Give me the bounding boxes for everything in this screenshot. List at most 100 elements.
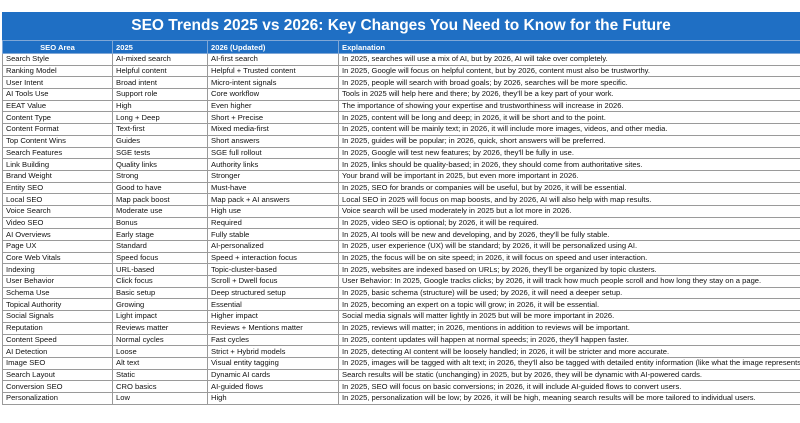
table-cell: Link Building (2, 158, 113, 171)
table-cell: Alt text (112, 356, 208, 370)
table-cell: In 2025, user experience (UX) will be st… (338, 240, 800, 253)
table-cell: Even higher (207, 99, 339, 113)
table-cell: The importance of showing your expertise… (338, 99, 800, 113)
table-cell: Growing (112, 298, 208, 312)
table-cell: Moderate use (112, 204, 208, 218)
table-cell: Early stage (112, 228, 208, 241)
table-row: AI Overviews Early stage Fully stable In 20… (2, 228, 800, 241)
table-cell: High (112, 99, 208, 113)
table-cell: High use (207, 204, 339, 218)
table-cell: Speed focus (112, 251, 208, 265)
table-cell: Click focus (112, 275, 208, 288)
table-cell: Tools in 2025 will help here and there; … (338, 88, 800, 101)
table-cell: AI-first search (207, 53, 339, 66)
table-cell: In 2025, AI tools will be new and develo… (338, 228, 800, 241)
table-row: Search Features SGE tests SGE full rollout… (2, 146, 800, 160)
header-cell: 2025 (112, 40, 208, 54)
table-cell: Topic-cluster-based (207, 263, 339, 277)
table-cell: In 2025, content updates will happen at … (338, 333, 800, 347)
table-cell: Top Content Wins (2, 134, 113, 148)
table-cell: Topical Authority (2, 298, 113, 312)
table-cell: Text-first (112, 123, 208, 136)
header-row: SEO Area 2025 2026 (Updated) Explanation (2, 40, 800, 54)
table-cell: Speed + interaction focus (207, 251, 339, 265)
table-cell: User Behavior: In 2025, Google tracks cl… (338, 275, 800, 288)
table-cell: In 2025, becoming an expert on a topic w… (338, 298, 800, 312)
table-cell: Good to have (112, 181, 208, 195)
table-cell: Reputation (2, 321, 113, 335)
table-row: Social Signals Light impact Higher impact S… (2, 310, 800, 323)
table-cell: In 2025, SEO for brands or companies wil… (338, 181, 800, 195)
table-row: Search Layout Static Dynamic AI cards Searc… (2, 368, 800, 382)
table-cell: User Behavior (2, 275, 113, 288)
table-cell: Light impact (112, 310, 208, 323)
table-cell: Must-have (207, 181, 339, 195)
table-cell: Map pack boost (112, 193, 208, 206)
table-row: Brand Weight Strong Stronger Your brand wil… (2, 169, 800, 183)
table-cell: Authority links (207, 158, 339, 171)
table-row: Image SEO Alt text Visual entity tagging In… (2, 356, 800, 370)
table-cell: Video SEO (2, 216, 113, 230)
table-cell: In 2025, video SEO is optional; by 2026,… (338, 216, 800, 230)
table-cell: Strong (112, 169, 208, 183)
table-cell: In 2025, detecting AI content will be lo… (338, 345, 800, 358)
table-cell: In 2025, people will search with broad g… (338, 76, 800, 90)
seo-table: SEO Area 2025 2026 (Updated) Explanation Se… (2, 40, 800, 405)
table-cell: In 2025, content will be long and deep; … (338, 111, 800, 125)
table-cell: Entity SEO (2, 181, 113, 195)
table-cell: Search results will be static (unchangin… (338, 368, 800, 382)
table-cell: Search Style (2, 53, 113, 66)
table-cell: Bonus (112, 216, 208, 230)
table-cell: Content Type (2, 111, 113, 125)
table-cell: In 2025, links should be quality-based; … (338, 158, 800, 171)
table-cell: High (207, 391, 339, 405)
table-cell: Short answers (207, 134, 339, 148)
table-cell: Your brand will be important in 2025, bu… (338, 169, 800, 183)
table-row: Topical Authority Growing Essential In 2025… (2, 298, 800, 312)
table-cell: Short + Precise (207, 111, 339, 125)
table-cell: Guides (112, 134, 208, 148)
table-cell: In 2025, searches will use a mix of AI, … (338, 53, 800, 66)
table-cell: Standard (112, 240, 208, 253)
table-cell: AI-guided flows (207, 380, 339, 393)
table-cell: Deep structured setup (207, 286, 339, 300)
table-cell: Reviews matter (112, 321, 208, 335)
table-cell: In 2025, guides will be popular; in 2026… (338, 134, 800, 148)
table-row: User Intent Broad intent Micro-intent sign… (2, 76, 800, 90)
table-cell: Map pack + AI answers (207, 193, 339, 206)
table-cell: Schema Use (2, 286, 113, 300)
table-cell: Voice Search (2, 204, 113, 218)
header-cell: SEO Area (2, 40, 113, 54)
table-cell: Search Features (2, 146, 113, 160)
table-row: AI Tools Use Support role Core workflow Too… (2, 88, 800, 101)
table-cell: In 2025, Google will focus on helpful co… (338, 64, 800, 78)
table-cell: In 2025, SEO will focus on basic convers… (338, 380, 800, 393)
table-cell: In 2025, reviews will matter; in 2026, m… (338, 321, 800, 335)
table-row: Core Web Vitals Speed focus Speed + intera… (2, 251, 800, 265)
table-cell: Image SEO (2, 356, 113, 370)
table-cell: Dynamic AI cards (207, 368, 339, 382)
table-cell: Helpful + Trusted content (207, 64, 339, 78)
table-cell: Loose (112, 345, 208, 358)
table-row: Reputation Reviews matter Reviews + Mentio… (2, 321, 800, 335)
table-cell: Helpful content (112, 64, 208, 78)
table-row: Content Speed Normal cycles Fast cycles In … (2, 333, 800, 347)
table-cell: User Intent (2, 76, 113, 90)
table-row: EEAT Value High Even higher The importance … (2, 99, 800, 113)
table-row: AI Detection Loose Strict + Hybrid models I… (2, 345, 800, 358)
table-cell: EEAT Value (2, 99, 113, 113)
table-row: Content Type Long + Deep Short + Precise In… (2, 111, 800, 125)
table-row: Top Content Wins Guides Short answers In 20… (2, 134, 800, 148)
table-cell: Core Web Vitals (2, 251, 113, 265)
table-row: Video SEO Bonus Required In 2025, video SEO… (2, 216, 800, 230)
table-cell: Local SEO in 2025 will focus on map boos… (338, 193, 800, 206)
table-cell: Low (112, 391, 208, 405)
table-cell: Social Signals (2, 310, 113, 323)
table-cell: Scroll + Dwell focus (207, 275, 339, 288)
table-cell: AI-personalized (207, 240, 339, 253)
table-cell: Reviews + Mentions matter (207, 321, 339, 335)
table-cell: In 2025, images will be tagged with alt … (338, 356, 800, 370)
table-cell: Higher impact (207, 310, 339, 323)
table-cell: Quality links (112, 158, 208, 171)
